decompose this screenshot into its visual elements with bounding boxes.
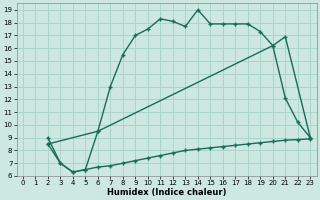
X-axis label: Humidex (Indice chaleur): Humidex (Indice chaleur) (107, 188, 226, 197)
